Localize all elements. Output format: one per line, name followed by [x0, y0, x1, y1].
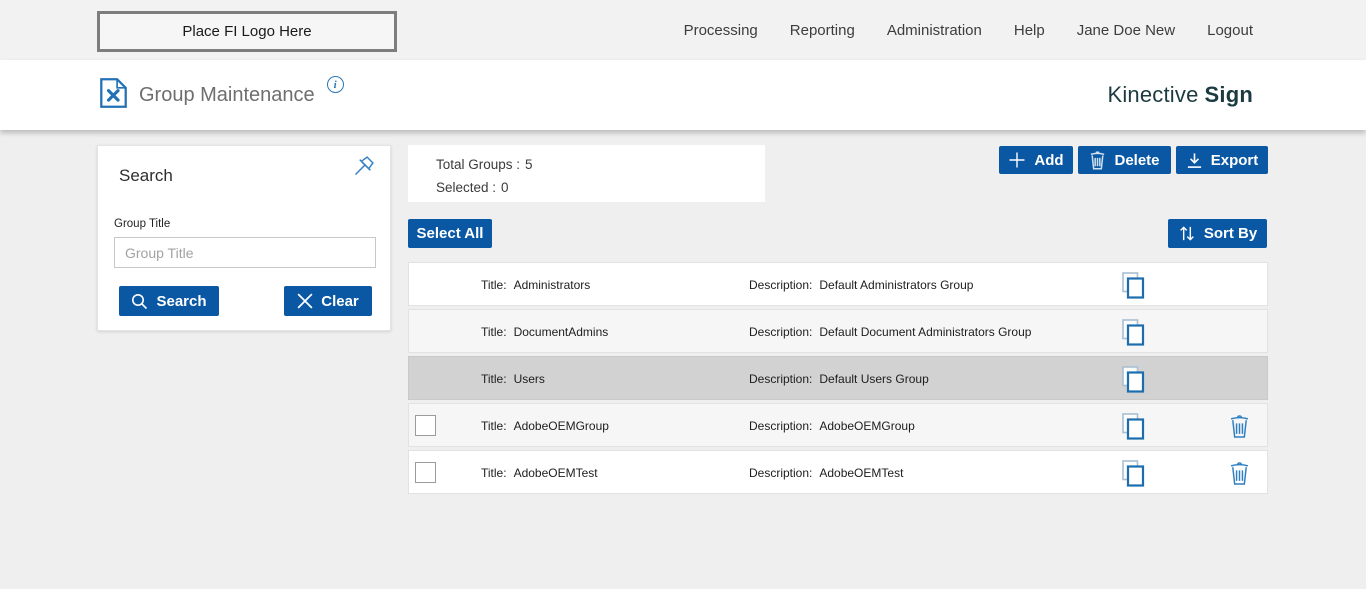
row-description-label: Description:	[749, 466, 813, 480]
group-maintenance-icon	[100, 77, 127, 113]
search-button-label: Search	[156, 292, 207, 310]
trash-icon	[1091, 151, 1105, 170]
group-row[interactable]: Title: DocumentAdmins Description: Defau…	[408, 309, 1268, 353]
group-row[interactable]: Title: Administrators Description: Defau…	[408, 262, 1268, 306]
row-select-checkbox[interactable]	[415, 415, 436, 436]
row-description-label: Description:	[749, 372, 813, 386]
export-button[interactable]: Export	[1176, 146, 1268, 174]
row-select-checkbox[interactable]	[415, 462, 436, 483]
row-title-label: Title:	[481, 419, 507, 433]
row-title-value: AdobeOEMTest	[513, 466, 598, 480]
plus-icon	[1009, 152, 1025, 168]
top-navigation: Processing Reporting Administration Help…	[684, 0, 1253, 60]
nav-user-name[interactable]: Jane Doe New	[1076, 21, 1176, 39]
delete-button[interactable]: Delete	[1078, 146, 1171, 174]
search-button[interactable]: Search	[119, 286, 219, 316]
row-description-value: AdobeOEMGroup	[819, 419, 915, 433]
copy-group-icon[interactable]	[1121, 365, 1145, 398]
summary-box: Total Groups : 5 Selected : 0	[408, 145, 765, 202]
select-all-label: Select All	[416, 225, 484, 242]
row-title-value: Administrators	[513, 278, 591, 292]
search-panel: Search Group Title Search Clear	[97, 145, 391, 331]
selected-value: 0	[501, 180, 509, 195]
group-title-label: Group Title	[114, 218, 171, 230]
groups-section: Total Groups : 5 Selected : 0 Add	[408, 145, 1268, 494]
group-row[interactable]: Title: Users Description: Default Users …	[408, 356, 1268, 400]
row-description-label: Description:	[749, 419, 813, 433]
fi-logo-placeholder: Place FI Logo Here	[97, 11, 397, 52]
row-title-label: Title:	[481, 466, 507, 480]
clear-x-icon	[297, 293, 313, 309]
row-description-label: Description:	[749, 325, 813, 339]
copy-group-icon[interactable]	[1121, 412, 1145, 445]
search-icon	[132, 293, 148, 309]
group-row[interactable]: Title: AdobeOEMGroup Description: AdobeO…	[408, 403, 1268, 447]
row-title-value: DocumentAdmins	[513, 325, 609, 339]
search-panel-title: Search	[119, 166, 173, 185]
selected-label: Selected :	[436, 180, 497, 195]
export-button-label: Export	[1210, 151, 1259, 169]
delete-group-icon[interactable]	[1229, 460, 1250, 491]
nav-logout[interactable]: Logout	[1207, 21, 1253, 39]
clear-button-label: Clear	[321, 292, 359, 310]
sort-arrows-icon	[1179, 226, 1194, 241]
copy-group-icon[interactable]	[1121, 318, 1145, 351]
delete-group-icon[interactable]	[1229, 413, 1250, 444]
row-description-value: Default Document Administrators Group	[819, 325, 1032, 339]
nav-reporting[interactable]: Reporting	[789, 21, 855, 39]
row-title-label: Title:	[481, 372, 507, 386]
copy-group-icon[interactable]	[1121, 271, 1145, 304]
row-title-value: Users	[513, 372, 545, 386]
page-title: Group Maintenance	[139, 83, 315, 106]
add-button-label: Add	[1034, 151, 1064, 169]
row-title-label: Title:	[481, 325, 507, 339]
download-icon	[1187, 152, 1201, 168]
row-description-value: Default Administrators Group	[819, 278, 974, 292]
group-row[interactable]: Title: AdobeOEMTest Description: AdobeOE…	[408, 450, 1268, 494]
sort-by-button[interactable]: Sort By	[1168, 219, 1267, 248]
nav-help[interactable]: Help	[1013, 21, 1045, 39]
row-description-label: Description:	[749, 278, 813, 292]
group-title-input[interactable]	[114, 237, 376, 268]
row-description-value: AdobeOEMTest	[819, 466, 904, 480]
list-toolbar: Select All Sort By	[408, 219, 1268, 248]
row-title-label: Title:	[481, 278, 507, 292]
info-icon[interactable]: i	[326, 76, 344, 93]
main-content: Search Group Title Search Clear	[0, 130, 1366, 589]
nav-processing[interactable]: Processing	[683, 21, 758, 39]
top-bar: Place FI Logo Here Processing Reporting …	[0, 0, 1366, 60]
row-description-value: Default Users Group	[819, 372, 929, 386]
brand-product: Sign	[1204, 82, 1253, 107]
select-all-button[interactable]: Select All	[408, 219, 492, 248]
delete-button-label: Delete	[1114, 151, 1160, 169]
copy-group-icon[interactable]	[1121, 459, 1145, 492]
add-button[interactable]: Add	[999, 146, 1073, 174]
clear-button[interactable]: Clear	[284, 286, 372, 316]
nav-administration[interactable]: Administration	[886, 21, 982, 39]
row-title-value: AdobeOEMGroup	[513, 419, 609, 433]
total-groups-value: 5	[525, 157, 533, 172]
brand-name: Kinective	[1107, 82, 1199, 107]
page-header: Group Maintenance i Kinective Sign	[0, 60, 1366, 130]
brand-logo: Kinective Sign	[1107, 60, 1253, 130]
action-buttons: Add Delete Export	[999, 146, 1268, 174]
sort-by-label: Sort By	[1203, 225, 1258, 242]
total-groups-label: Total Groups :	[436, 157, 521, 172]
pin-icon[interactable]	[348, 154, 376, 187]
group-rows: Title: Administrators Description: Defau…	[408, 262, 1268, 497]
